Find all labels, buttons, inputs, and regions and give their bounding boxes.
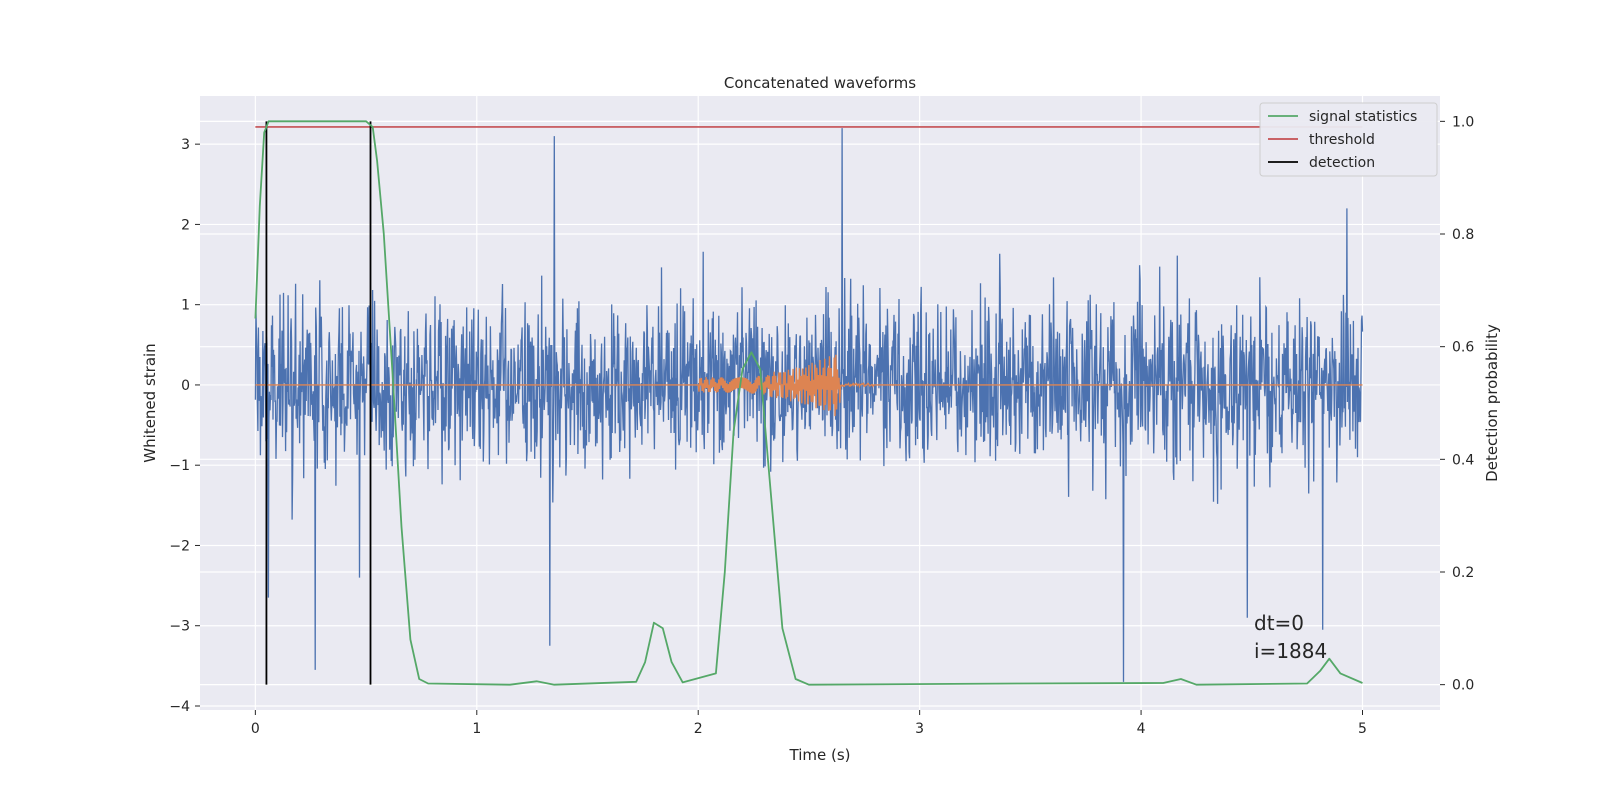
series-strain-noise-line bbox=[254, 128, 1364, 682]
chart-title: Concatenated waveforms bbox=[724, 74, 916, 92]
legend-label-threshold: threshold bbox=[1309, 132, 1375, 148]
y-tick-label: 0 bbox=[181, 378, 190, 394]
y2-tick-label: 0.4 bbox=[1452, 452, 1474, 468]
y-tick-label: 3 bbox=[181, 137, 190, 153]
legend-box bbox=[1259, 102, 1438, 177]
series-layer bbox=[254, 120, 1364, 686]
annotation-i: i=1884 bbox=[1254, 639, 1327, 663]
y2-tick-label: 0.0 bbox=[1452, 678, 1474, 694]
x-tick-label: 2 bbox=[694, 721, 703, 737]
legend-label-signal-statistics: signal statistics bbox=[1309, 109, 1417, 125]
x-tick-label: 5 bbox=[1358, 721, 1367, 737]
y-tick-label: −1 bbox=[169, 458, 190, 474]
y-tick-label: −3 bbox=[169, 619, 190, 635]
axis-layer: 0 1 2 3 4 5 3 2 1 0 −1 −2 −3 −4 1.0 0.8 0.6 0.4 0.2 0.0 bbox=[169, 114, 1474, 737]
y-tick-label: −4 bbox=[169, 699, 190, 715]
x-tick-label: 3 bbox=[915, 721, 924, 737]
x-tick-label: 0 bbox=[251, 721, 260, 737]
legend-label-detection: detection bbox=[1309, 155, 1375, 171]
legend: signal statistics threshold detection bbox=[1259, 102, 1438, 177]
x-tick-label: 1 bbox=[472, 721, 481, 737]
x-axis-label: Time (s) bbox=[789, 746, 851, 764]
series-signal-statistics-line bbox=[254, 120, 1363, 686]
y2-tick-label: 0.6 bbox=[1452, 340, 1474, 356]
y-tick-label: −2 bbox=[169, 538, 190, 554]
y2-tick-label: 0.8 bbox=[1452, 227, 1474, 243]
y-tick-label: 2 bbox=[181, 217, 190, 233]
x-tick-label: 4 bbox=[1137, 721, 1146, 737]
y2-tick-label: 0.2 bbox=[1452, 565, 1474, 581]
y2-axis-label: Detection probability bbox=[1483, 324, 1501, 482]
y-axis-label: Whitened strain bbox=[141, 343, 159, 462]
y-tick-label: 1 bbox=[181, 298, 190, 314]
y2-tick-label: 1.0 bbox=[1452, 114, 1474, 130]
series-injected-signal-line bbox=[255, 354, 1363, 417]
annotation-dt: dt=0 bbox=[1254, 611, 1304, 635]
